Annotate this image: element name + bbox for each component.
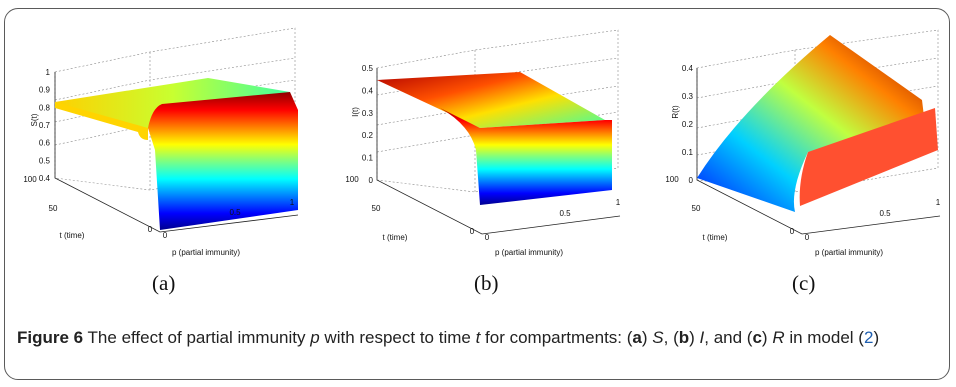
panel-b-surface-front: [440, 108, 612, 205]
z-tick-label: 0: [369, 176, 374, 185]
z-tick-label: 0.4: [362, 86, 374, 95]
y-tick-label: 50: [49, 204, 58, 213]
panel-c: [696, 29, 941, 235]
z-tick-label: 0.5: [362, 64, 374, 73]
z-tick-label: 0: [689, 176, 694, 185]
z-tick-label: 0.1: [362, 154, 374, 163]
panel-c-label: (c): [792, 271, 816, 295]
y-axis-label: t (time): [60, 231, 85, 240]
x-tick-label: 0.5: [879, 209, 891, 218]
z-tick-label: 0.8: [39, 103, 51, 112]
y-tick-label: 100: [665, 175, 679, 184]
figure-caption: Figure 6 The effect of partial immunity …: [17, 328, 880, 347]
z-tick-label: 0.6: [39, 139, 51, 148]
figure-frame: [4, 8, 950, 380]
panel-c-axes: [696, 68, 941, 235]
z-tick-label: 0.5: [39, 156, 51, 165]
z-tick-label: 0.2: [682, 120, 694, 129]
x-axis-label: p (partial immunity): [172, 248, 240, 257]
figure-label: Figure 6: [17, 328, 84, 347]
panel-b-surface-top: [377, 72, 605, 128]
z-tick-label: 0.3: [682, 92, 694, 101]
y-tick-label: 0: [470, 227, 475, 236]
panel-a: [54, 27, 299, 233]
z-tick-label: 0.4: [39, 174, 51, 183]
z-tick-label: 0.7: [39, 121, 51, 130]
x-tick-label: 0: [805, 233, 810, 242]
y-tick-label: 50: [372, 204, 381, 213]
panel-b-label: (b): [474, 271, 499, 295]
x-tick-label: 1: [936, 198, 941, 207]
panel-b-axes: [376, 68, 621, 235]
x-tick-label: 0.5: [559, 209, 571, 218]
z-axis-label: I(t): [351, 107, 360, 117]
x-tick-label: 1: [616, 198, 621, 207]
x-tick-label: 0: [485, 233, 490, 242]
z-axis-label: R(t): [671, 105, 680, 119]
z-tick-label: 0.4: [682, 64, 694, 73]
panel-a-surface-front: [148, 92, 298, 230]
y-tick-label: 50: [692, 204, 701, 213]
panel-b: [376, 29, 621, 235]
model-reference-link[interactable]: 2: [863, 328, 874, 347]
x-tick-label: 0: [163, 231, 168, 240]
y-tick-label: 100: [23, 175, 37, 184]
panel-a-label: (a): [152, 271, 176, 295]
y-axis-label: t (time): [703, 233, 728, 242]
x-tick-label: 0.5: [229, 208, 241, 217]
z-tick-label: 0.2: [362, 131, 374, 140]
x-axis-label: p (partial immunity): [495, 248, 563, 257]
x-axis-label: p (partial immunity): [815, 248, 883, 257]
panel-a-surface-left: [55, 102, 148, 140]
z-axis-label: S(t): [30, 113, 39, 126]
panel-c-surface-top: [697, 35, 925, 212]
z-tick-label: 0.1: [682, 148, 694, 157]
panel-a-axes: [54, 72, 299, 233]
x-tick-label: 1: [290, 198, 295, 207]
z-tick-label: 1: [46, 68, 51, 77]
y-tick-label: 0: [148, 225, 153, 234]
panel-c-surface-front: [799, 108, 938, 206]
y-axis-label: t (time): [383, 233, 408, 242]
z-tick-label: 0.9: [39, 86, 51, 95]
y-tick-label: 100: [345, 175, 359, 184]
z-tick-label: 0.3: [362, 109, 374, 118]
y-tick-label: 0: [790, 227, 795, 236]
